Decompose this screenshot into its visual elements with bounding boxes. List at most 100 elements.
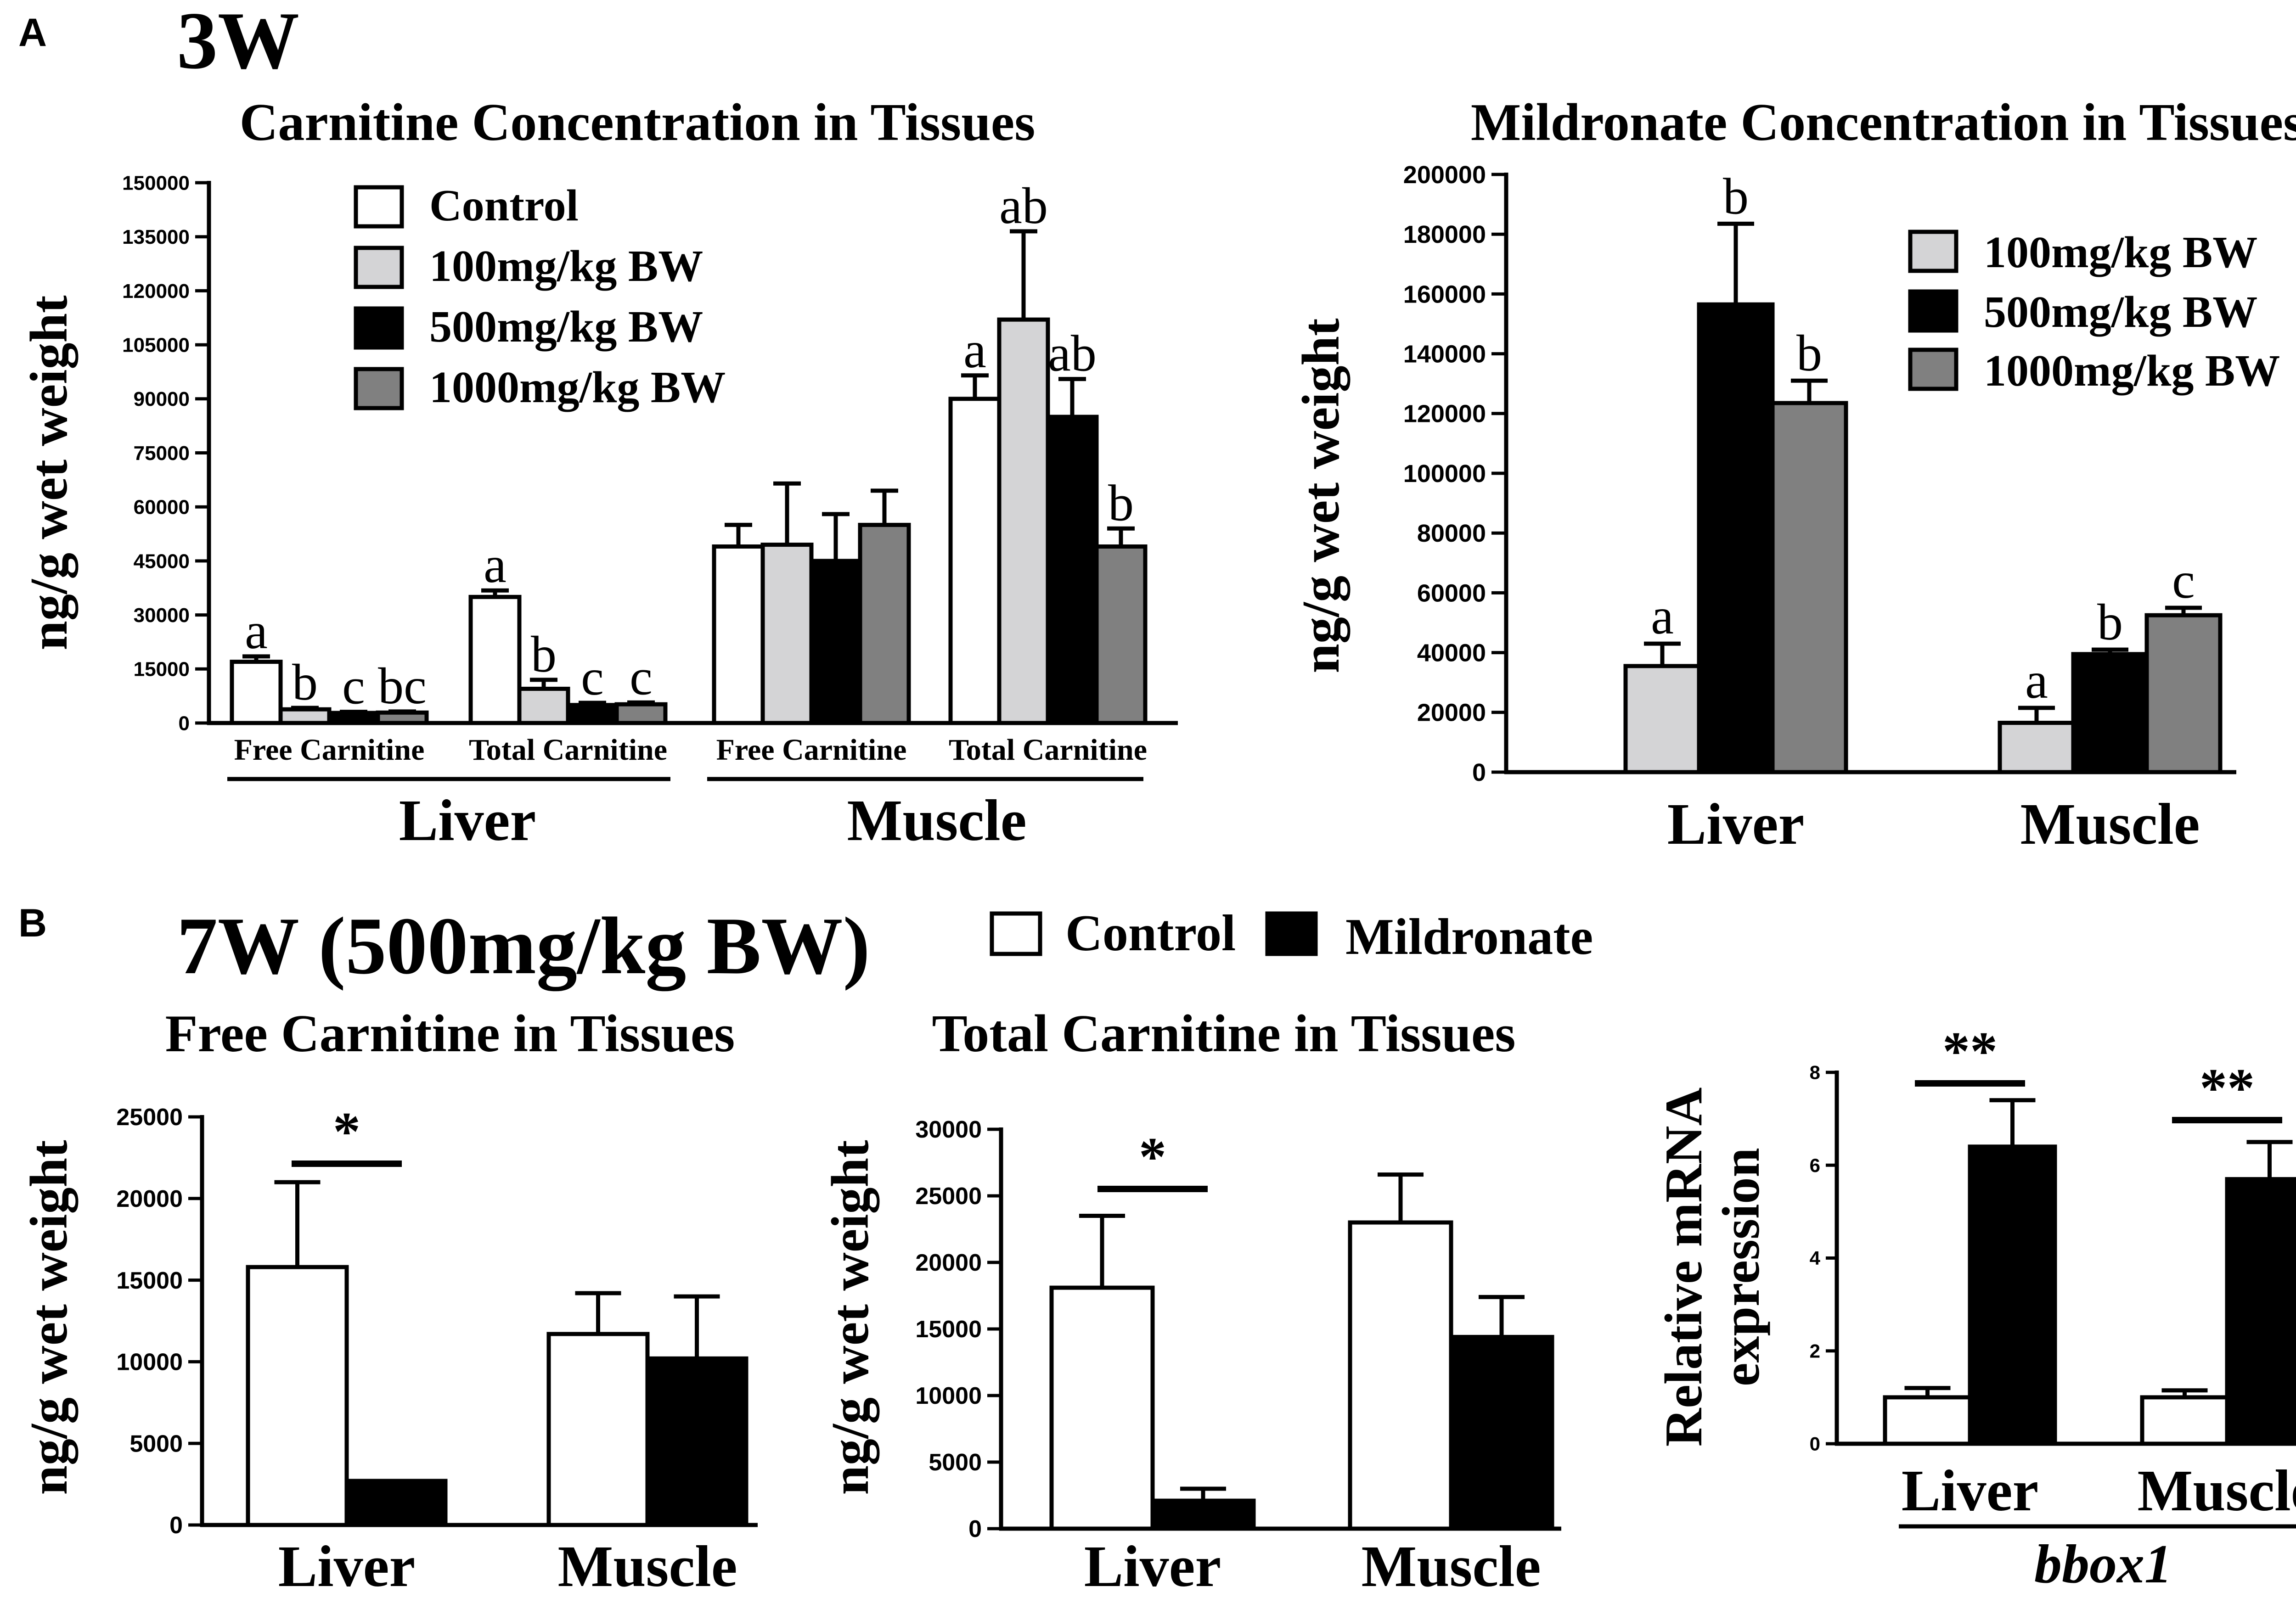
panel-a-letter: A bbox=[18, 11, 47, 55]
significance-letter: b bbox=[292, 654, 318, 711]
x-category-label: Total Carnitine bbox=[949, 733, 1147, 767]
chart-free-carnitine-7w: Free Carnitine in Tissues ng/g wet weigh… bbox=[20, 1004, 758, 1599]
y-tick-label: 135000 bbox=[122, 226, 190, 248]
legend-swatch-100 bbox=[354, 246, 404, 289]
bar bbox=[1968, 1144, 2057, 1446]
bar bbox=[1998, 721, 2076, 774]
significance-letter: b bbox=[1723, 168, 1749, 225]
y-tick-label: 15000 bbox=[134, 658, 190, 681]
y-tick-label: 0 bbox=[1810, 1433, 1820, 1455]
x-tick-label: Muscle bbox=[2138, 1458, 2296, 1523]
y-tick-label: 75000 bbox=[134, 442, 190, 465]
y-tick-label: 120000 bbox=[122, 280, 190, 303]
significance-letter: c bbox=[630, 649, 653, 706]
legend-swatch-control bbox=[990, 911, 1042, 956]
significance-marker: * bbox=[333, 1101, 360, 1162]
y-tick-label: 60000 bbox=[1417, 579, 1486, 607]
y-tick-label: 30000 bbox=[134, 604, 190, 627]
significance-letter: b bbox=[531, 626, 557, 683]
legend-swatch-500 bbox=[354, 306, 404, 350]
bar bbox=[246, 1265, 349, 1527]
significance-letter: bc bbox=[378, 658, 427, 715]
bar bbox=[858, 522, 911, 725]
bar bbox=[517, 686, 570, 725]
bar bbox=[230, 660, 283, 725]
y-tick-label: 2 bbox=[1810, 1340, 1820, 1362]
bar bbox=[468, 594, 522, 725]
bar bbox=[1697, 302, 1775, 774]
bar bbox=[1348, 1220, 1453, 1531]
significance-letter: ab bbox=[999, 178, 1048, 235]
x-category-label: Free Carnitine bbox=[234, 733, 425, 767]
y-tick-label: 140000 bbox=[1403, 341, 1486, 368]
x-category-label: Free Carnitine bbox=[716, 733, 907, 767]
panel-a-heading: 3W bbox=[177, 0, 299, 86]
y-tick-label: 10000 bbox=[915, 1383, 982, 1409]
x-tick-label: Liver bbox=[278, 1534, 416, 1599]
y-tick-label: 60000 bbox=[134, 496, 190, 519]
bar bbox=[712, 544, 765, 725]
legend-label-mildronate: Mildronate bbox=[1345, 908, 1593, 965]
x-tick-label: Liver bbox=[1084, 1534, 1221, 1599]
y-tick-label: 0 bbox=[169, 1512, 183, 1539]
y-tick-label: 40000 bbox=[1417, 639, 1486, 667]
bar bbox=[1449, 1334, 1554, 1531]
legend-swatch-control bbox=[354, 185, 404, 229]
bar bbox=[645, 1356, 748, 1527]
bar bbox=[1049, 1285, 1155, 1531]
significance-letter: c bbox=[2172, 552, 2195, 609]
y-tick-label: 20000 bbox=[116, 1186, 183, 1212]
bar bbox=[1094, 544, 1148, 725]
bar bbox=[1770, 401, 1848, 774]
y-tick-label: 120000 bbox=[1403, 400, 1486, 428]
legend-label: 500mg/kg BW bbox=[429, 302, 703, 352]
chart-bbox1-mrna: Relative mRNA expression 0 2 4 6 8 Liver Muscl… bbox=[1654, 1020, 2296, 1594]
bar bbox=[997, 317, 1050, 725]
y-tick-label: 6 bbox=[1810, 1155, 1820, 1176]
significance-letter: b bbox=[2097, 594, 2123, 651]
legend-swatch-mildronate bbox=[1265, 911, 1318, 956]
x-tick-label: Muscle bbox=[2020, 791, 2200, 857]
x-tick-label: Liver bbox=[1667, 791, 1805, 857]
significance-letter: a bbox=[245, 603, 268, 660]
y-tick-label: 5000 bbox=[129, 1430, 183, 1457]
bar bbox=[614, 702, 668, 725]
significance-letter: a bbox=[2025, 652, 2048, 709]
legend-label: 100mg/kg BW bbox=[1984, 228, 2257, 277]
legend-swatch-100 bbox=[1908, 230, 1958, 273]
x-tick-label: Muscle bbox=[1362, 1534, 1541, 1599]
bar bbox=[760, 543, 814, 725]
y-axis-label-line1: Relative mRNA bbox=[1654, 1088, 1713, 1447]
panel-b-legend: Control Mildronate bbox=[990, 905, 1593, 965]
y-tick-label: 8 bbox=[1810, 1062, 1820, 1083]
legend-swatch-1000 bbox=[354, 367, 404, 410]
y-tick-label: 20000 bbox=[1417, 699, 1486, 727]
significance-letter: a bbox=[1651, 588, 1674, 645]
chart-title: Total Carnitine in Tissues bbox=[932, 1004, 1515, 1063]
y-tick-label: 150000 bbox=[122, 172, 190, 194]
significance-marker: * bbox=[1139, 1126, 1166, 1187]
significance-letter: a bbox=[963, 322, 986, 379]
y-tick-label: 0 bbox=[968, 1516, 982, 1542]
x-tick-label: Liver bbox=[1902, 1458, 2039, 1523]
y-tick-label: 15000 bbox=[915, 1316, 982, 1343]
y-tick-label: 200000 bbox=[1403, 161, 1486, 189]
y-tick-label: 45000 bbox=[134, 550, 190, 572]
y-tick-label: 80000 bbox=[1417, 520, 1486, 547]
bar bbox=[376, 710, 429, 725]
significance-letter: a bbox=[484, 537, 506, 594]
y-tick-label: 25000 bbox=[116, 1104, 183, 1131]
bar bbox=[1150, 1498, 1256, 1531]
y-tick-label: 0 bbox=[179, 712, 190, 734]
legend-label: Control bbox=[429, 181, 579, 230]
y-axis-label: ng/g wet weight bbox=[821, 1140, 880, 1495]
chart-total-carnitine-7w: Total Carnitine in Tissues ng/g wet weig… bbox=[821, 1004, 1561, 1599]
significance-letter: ab bbox=[1048, 325, 1097, 382]
y-tick-label: 25000 bbox=[915, 1183, 982, 1210]
y-tick-label: 160000 bbox=[1403, 280, 1486, 308]
legend-label: 100mg/kg BW bbox=[429, 241, 703, 291]
significance-marker: ** bbox=[1942, 1020, 1998, 1082]
x-category-label: Total Carnitine bbox=[469, 733, 667, 767]
y-axis-label: ng/g wet weight bbox=[1292, 318, 1351, 673]
